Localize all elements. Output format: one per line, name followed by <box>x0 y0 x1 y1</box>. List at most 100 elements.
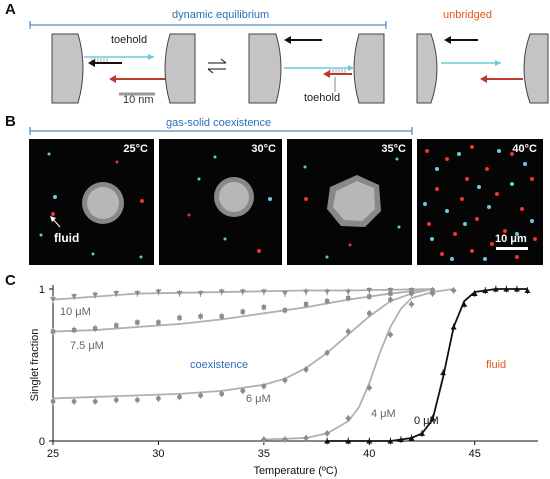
fluid-arrow-label: fluid <box>54 231 80 245</box>
point-series-4 <box>450 324 457 330</box>
point-series-3 <box>303 434 310 441</box>
point-series-2 <box>92 399 98 404</box>
point-series-4 <box>324 438 331 444</box>
micrograph-30c: 30°C <box>159 139 282 265</box>
x-tick-label: 45 <box>469 448 481 460</box>
point-series-1 <box>346 295 351 301</box>
point-series-2 <box>50 399 56 404</box>
point-series-2 <box>409 291 414 296</box>
point-series-2 <box>282 377 288 383</box>
point-series-1 <box>261 305 267 310</box>
point-series-3 <box>387 331 394 338</box>
x-tick-label: 35 <box>258 448 270 460</box>
point-series-2 <box>261 383 267 389</box>
point-series-1 <box>156 320 161 325</box>
point-series-4 <box>397 436 404 442</box>
point-series-3 <box>366 384 373 391</box>
y-tick-label: 0 <box>39 436 45 448</box>
x-tick-label: 30 <box>152 448 164 460</box>
point-series-3 <box>260 436 267 443</box>
singlet-fraction-chart: 25 30 35 40 45 0 1 Temperature (ºC) Singlet frac… <box>29 284 538 477</box>
panel-c-letter: C <box>5 272 16 289</box>
toehold-label-bottom: toehold <box>304 92 341 104</box>
scale-bar-label-um: 10 μm <box>495 233 527 245</box>
point-series-3 <box>345 415 352 422</box>
point-series-3 <box>429 290 436 297</box>
point-series-1 <box>282 308 288 313</box>
point-series-1 <box>135 320 140 325</box>
temp-label-40: 40°C <box>512 143 537 155</box>
fit-line-series-4 <box>327 288 528 442</box>
point-series-2 <box>387 297 393 303</box>
point-series-1 <box>367 294 372 299</box>
point-series-4 <box>419 430 426 436</box>
temp-label-35: 35°C <box>381 143 406 155</box>
temp-label-25: 25°C <box>123 143 148 155</box>
y-axis-label: Singlet fraction <box>29 329 41 402</box>
point-series-2 <box>198 393 204 398</box>
point-series-3 <box>408 301 415 308</box>
point-series-4 <box>503 286 510 292</box>
point-series-1 <box>50 329 56 334</box>
point-series-2 <box>345 329 351 334</box>
point-series-0 <box>92 292 99 298</box>
point-series-0 <box>50 297 56 303</box>
bridged-pair-toehold-left <box>51 33 196 104</box>
point-series-2 <box>366 310 372 316</box>
point-series-2 <box>113 397 119 403</box>
point-series-2 <box>71 399 77 404</box>
point-series-0 <box>345 289 352 295</box>
series-label-4: 0 μM <box>414 415 439 427</box>
point-series-0 <box>303 289 310 295</box>
point-series-4 <box>492 286 499 292</box>
micrograph-25c-render <box>39 152 144 259</box>
series-label-2: 6 μM <box>246 393 271 405</box>
scale-bar-label-nm: 10 nm <box>123 94 154 106</box>
unbridged-pair <box>416 33 549 104</box>
unbridged-label: unbridged <box>443 9 492 21</box>
point-series-4 <box>429 415 436 421</box>
point-series-4 <box>366 438 373 444</box>
point-series-0 <box>260 289 267 295</box>
point-series-0 <box>239 289 246 295</box>
point-series-0 <box>197 291 204 297</box>
point-series-4 <box>408 435 415 441</box>
point-series-1 <box>92 326 98 331</box>
fit-line-series-2 <box>52 288 433 400</box>
point-series-4 <box>471 291 478 297</box>
point-series-1 <box>177 315 182 321</box>
y-tick-label: 1 <box>39 284 45 296</box>
point-series-0 <box>324 289 331 295</box>
temp-label-30: 30°C <box>251 143 276 155</box>
point-series-3 <box>450 287 457 294</box>
point-series-1 <box>240 309 245 314</box>
fluid-label: fluid <box>486 359 506 371</box>
point-series-1 <box>303 302 309 307</box>
point-series-1 <box>71 327 77 333</box>
point-series-4 <box>387 438 394 444</box>
dynamic-equilibrium-bracket <box>29 21 387 29</box>
x-tick-label: 40 <box>363 448 375 460</box>
micrograph-40c: 40°C 10 μm <box>417 139 543 265</box>
point-series-0 <box>176 291 183 297</box>
point-series-0 <box>366 288 373 294</box>
micrograph-35c-render <box>303 157 401 259</box>
point-series-4 <box>513 286 520 292</box>
point-series-3 <box>324 430 331 437</box>
point-series-2 <box>156 396 161 401</box>
panel-a-letter: A <box>5 1 16 18</box>
point-series-0 <box>134 291 141 297</box>
point-series-2 <box>240 388 246 394</box>
point-series-1 <box>114 323 119 328</box>
series-label-1: 7.5 μM <box>70 340 104 352</box>
point-series-0 <box>281 291 288 297</box>
gas-solid-coexistence-label: gas-solid coexistence <box>166 117 272 129</box>
fit-line-series-3 <box>263 288 454 441</box>
point-series-1 <box>219 314 224 319</box>
micrograph-30c-render <box>187 155 272 253</box>
micrograph-35c: 35°C <box>287 139 412 265</box>
point-series-3 <box>281 436 288 443</box>
point-series-4 <box>440 370 447 376</box>
point-series-1 <box>324 298 330 304</box>
point-series-2 <box>219 391 225 397</box>
